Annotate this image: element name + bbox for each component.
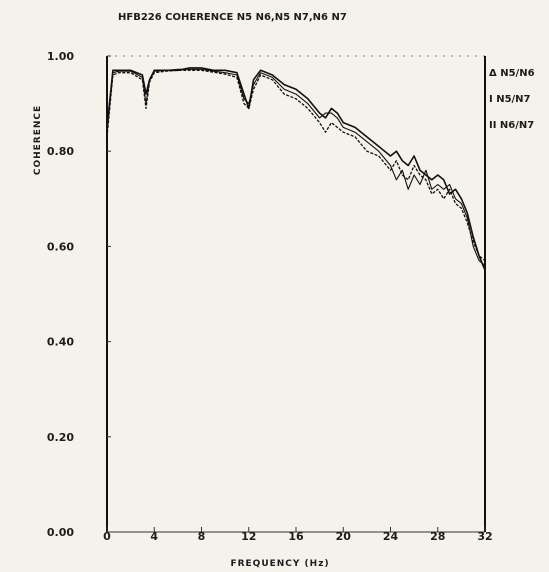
x-tick-label: 20 — [336, 530, 352, 543]
x-tick-label: 0 — [103, 530, 111, 543]
x-tick-label: 32 — [477, 530, 492, 543]
x-tick-label: 16 — [288, 530, 304, 543]
y-tick-label: 0.60 — [47, 240, 74, 253]
y-tick-label: 0.80 — [47, 145, 74, 158]
x-tick-label: 4 — [150, 530, 158, 543]
x-axis-label: FREQUENCY (Hz) — [230, 559, 329, 569]
legend-entry-2: I N5/N7 — [489, 94, 531, 105]
y-tick-label: 0.40 — [47, 336, 74, 349]
legend-entry-1: Δ N5/N6 — [489, 68, 535, 79]
x-tick-label: 28 — [430, 530, 445, 543]
legend-entry-3: II N6/N7 — [489, 120, 534, 131]
y-tick-label: 0.00 — [47, 526, 74, 539]
y-tick-label: 1.00 — [47, 50, 74, 63]
y-tick-label: 0.20 — [47, 431, 74, 444]
y-axis-label: COHERENCE — [33, 105, 43, 175]
x-tick-label: 24 — [383, 530, 399, 543]
x-tick-label: 12 — [241, 530, 256, 543]
series-line-2 — [106, 68, 486, 266]
x-tick-label: 8 — [198, 530, 206, 543]
chart-title: HFB226 COHERENCE N5 N6,N5 N7,N6 N7 — [118, 12, 347, 23]
series-line-3 — [106, 69, 486, 262]
